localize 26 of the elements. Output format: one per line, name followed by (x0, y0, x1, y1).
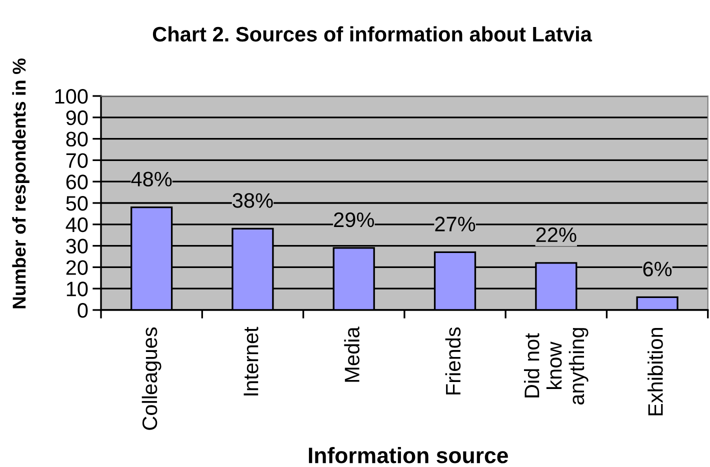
y-tick-label: 40 (66, 217, 88, 232)
y-tick-label: 30 (66, 238, 88, 254)
x-tick-label: Internet (244, 326, 258, 396)
x-tick-label: Friends (445, 327, 461, 394)
y-tick-label: 70 (66, 153, 88, 168)
y-tick-label: 50 (66, 196, 88, 211)
y-axis-title: Number of respondents in % (12, 58, 30, 308)
x-tick-label: Colleagues (142, 327, 162, 430)
x-tick-label: Exhibition (648, 328, 663, 416)
y-tick-label: 80 (66, 132, 88, 147)
x-tick-label: Did not know anything (524, 328, 588, 405)
data-label: 6% (643, 262, 672, 276)
y-tick-label: 20 (66, 260, 88, 275)
chart-title: Chart 2. Sources of information about Latvia (152, 26, 592, 42)
y-tick-label: 90 (66, 110, 88, 126)
y-tick-label: 10 (66, 282, 88, 296)
data-label: 48% (131, 172, 172, 186)
y-tick-label: 60 (66, 174, 88, 190)
x-axis-title: Information source (308, 446, 508, 464)
data-label: 38% (232, 193, 273, 208)
x-tick-label: Media (344, 326, 360, 382)
data-label: 22% (536, 227, 576, 242)
data-label: 27% (435, 216, 476, 232)
y-tick-label: 100 (55, 89, 88, 104)
y-tick-label: 0 (78, 303, 88, 318)
data-label: 29% (334, 212, 374, 228)
